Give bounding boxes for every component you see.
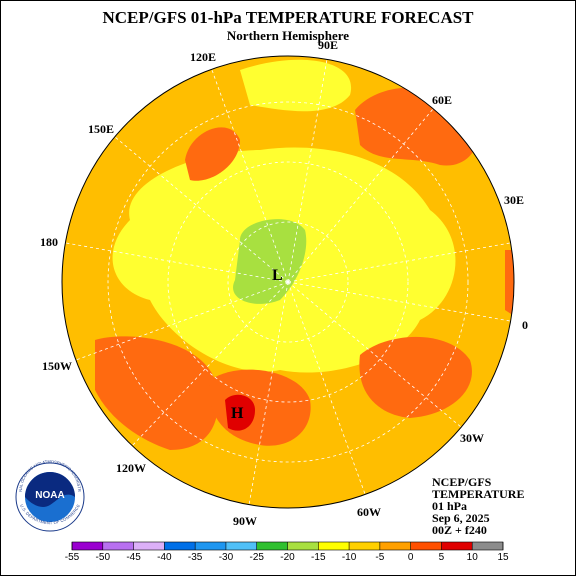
lon-label: 0 xyxy=(522,318,528,332)
colorbar-swatch xyxy=(349,542,380,550)
low-label: L xyxy=(272,267,283,284)
colorbar-label: -40 xyxy=(157,552,172,563)
map-border xyxy=(61,55,515,509)
lon-label: 150W xyxy=(42,359,72,373)
colorbar-swatch xyxy=(102,542,134,550)
lon-label: 60W xyxy=(357,505,381,519)
colorbar-swatch xyxy=(441,542,473,550)
colorbar-label: -50 xyxy=(96,552,111,563)
info-line: 00Z + f240 xyxy=(432,523,487,537)
colorbar-label: -35 xyxy=(188,552,203,563)
colorbar-label: -5 xyxy=(375,552,384,563)
high-label: H xyxy=(231,405,244,422)
subtitle: Northern Hemisphere xyxy=(227,28,349,43)
lon-label: 30W xyxy=(460,431,484,445)
colorbar-swatch xyxy=(72,542,103,550)
info-block: NCEP/GFS TEMPERATURE 01 hPa Sep 6, 2025 … xyxy=(432,475,524,537)
colorbar-label: -55 xyxy=(65,552,80,563)
colorbar-swatch xyxy=(133,542,165,550)
lon-label: 120E xyxy=(190,50,216,64)
lon-label: 150E xyxy=(88,122,114,136)
colorbar-swatch xyxy=(256,542,288,550)
colorbar-label: -15 xyxy=(311,552,326,563)
colorbar-label: 10 xyxy=(467,552,479,563)
info-line: TEMPERATURE xyxy=(432,487,524,501)
title: NCEP/GFS 01-hPa TEMPERATURE FORECAST xyxy=(102,8,474,27)
colorbar-swatch xyxy=(225,542,257,550)
colorbar: -55 -50 -45 -40 -35 -30 -25 -20 -15 -10 -5 0 5 10 15 xyxy=(65,541,509,563)
colorbar-swatch xyxy=(410,542,442,550)
colorbar-label: -10 xyxy=(342,552,357,563)
temperature-map xyxy=(62,56,514,508)
info-line: Sep 6, 2025 xyxy=(432,511,490,525)
lon-label: 30E xyxy=(504,193,524,207)
logo-text: NOAA xyxy=(35,490,64,501)
colorbar-swatch xyxy=(287,542,319,550)
colorbar-label: 5 xyxy=(439,552,445,563)
longitude-labels: 90E 120E 60E 150E 30E 180 0 150W 30W 120… xyxy=(40,38,528,528)
colorbar-swatch xyxy=(379,542,411,550)
lon-label: 90W xyxy=(233,514,257,528)
info-line: NCEP/GFS xyxy=(432,475,492,489)
colorbar-swatch xyxy=(472,542,503,550)
info-line: 01 hPa xyxy=(432,499,467,513)
lon-label: 180 xyxy=(40,235,58,249)
lon-label: 120W xyxy=(116,461,146,475)
colorbar-label: -45 xyxy=(126,552,141,563)
colorbar-label: 0 xyxy=(408,552,414,563)
colorbar-label: -20 xyxy=(280,552,295,563)
colorbar-label: -25 xyxy=(249,552,264,563)
colorbar-label: -30 xyxy=(219,552,234,563)
lon-label: 60E xyxy=(432,93,452,107)
lon-label: 90E xyxy=(318,38,338,52)
colorbar-swatch xyxy=(195,542,226,550)
colorbar-label: 15 xyxy=(497,552,509,563)
colorbar-swatch xyxy=(164,542,196,550)
colorbar-swatch xyxy=(318,542,350,550)
